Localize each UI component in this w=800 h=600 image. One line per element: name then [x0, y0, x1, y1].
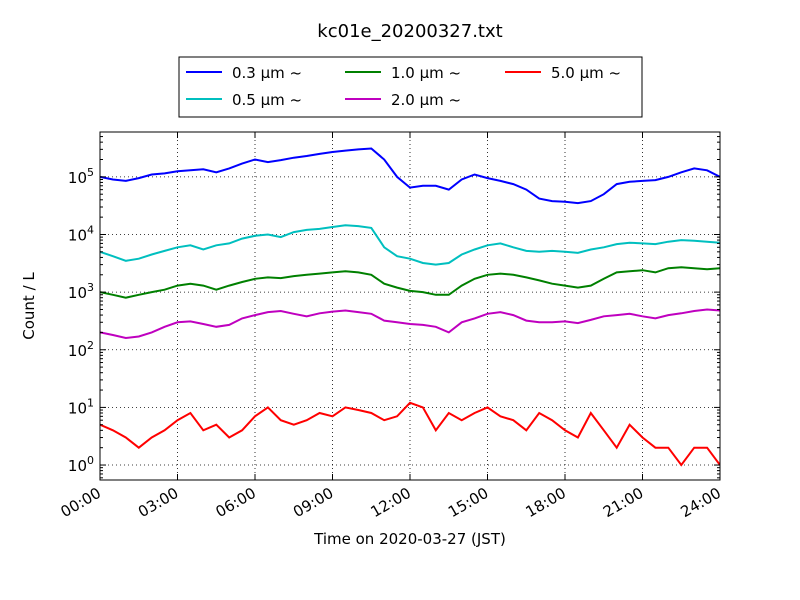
y-axis-label: Count / L	[20, 272, 38, 340]
x-tick-label: 15:00	[445, 484, 491, 521]
y-tick-exponent: 1	[87, 396, 94, 409]
y-tick-mantissa: 10	[68, 342, 87, 360]
x-tick-label: 06:00	[213, 484, 259, 521]
series-line-2	[100, 266, 720, 299]
y-tick-mantissa: 10	[68, 457, 87, 475]
legend-label-0: 0.3 μm ~	[232, 64, 302, 82]
series-line-1	[100, 224, 720, 266]
legend-label-4: 5.0 μm ~	[551, 64, 621, 82]
y-tick-exponent: 2	[87, 339, 94, 352]
y-tick-label: 102	[68, 339, 94, 360]
x-tick-label: 00:00	[58, 484, 104, 521]
x-axis: 00:00 03:00 06:00 09:00 12:00 15:00 18:00 21:00…	[58, 132, 724, 521]
legend: 0.3 μm ~ 0.5 μm ~ 1.0 μm ~ 2.0 μm ~ 5.0 μm ~	[178, 56, 643, 118]
y-tick-label: 103	[68, 281, 94, 302]
y-tick-exponent: 3	[87, 281, 94, 294]
x-tick-label: 21:00	[600, 484, 646, 521]
grid-layer	[100, 132, 720, 480]
y-tick-exponent: 5	[87, 166, 94, 179]
y-tick-exponent: 0	[87, 454, 94, 467]
x-tick-label: 03:00	[135, 484, 181, 521]
chart-title: kc01e_20200327.txt	[317, 21, 502, 42]
y-tick-label: 105	[68, 166, 94, 187]
x-axis-label: Time on 2020-03-27 (JST)	[313, 530, 506, 548]
y-tick-mantissa: 10	[68, 226, 87, 244]
x-tick-label: 09:00	[290, 484, 336, 521]
x-tick-label: 24:00	[678, 484, 724, 521]
series-layer	[100, 147, 720, 467]
y-tick-label: 104	[68, 223, 94, 244]
legend-label-3: 2.0 μm ~	[391, 91, 461, 109]
y-tick-mantissa: 10	[68, 284, 87, 302]
y-tick-mantissa: 10	[68, 169, 87, 187]
x-tick-label: 12:00	[368, 484, 414, 521]
y-tick-label: 100	[68, 454, 94, 475]
legend-label-2: 1.0 μm ~	[391, 64, 461, 82]
legend-frame	[178, 56, 643, 118]
y-tick-mantissa: 10	[68, 399, 87, 417]
series-line-4	[100, 401, 720, 467]
y-tick-exponent: 4	[87, 223, 94, 236]
y-tick-label: 101	[68, 396, 94, 417]
legend-label-1: 0.5 μm ~	[232, 91, 302, 109]
series-line-3	[100, 308, 720, 340]
x-tick-label: 18:00	[523, 484, 569, 521]
series-line-0	[100, 147, 720, 205]
